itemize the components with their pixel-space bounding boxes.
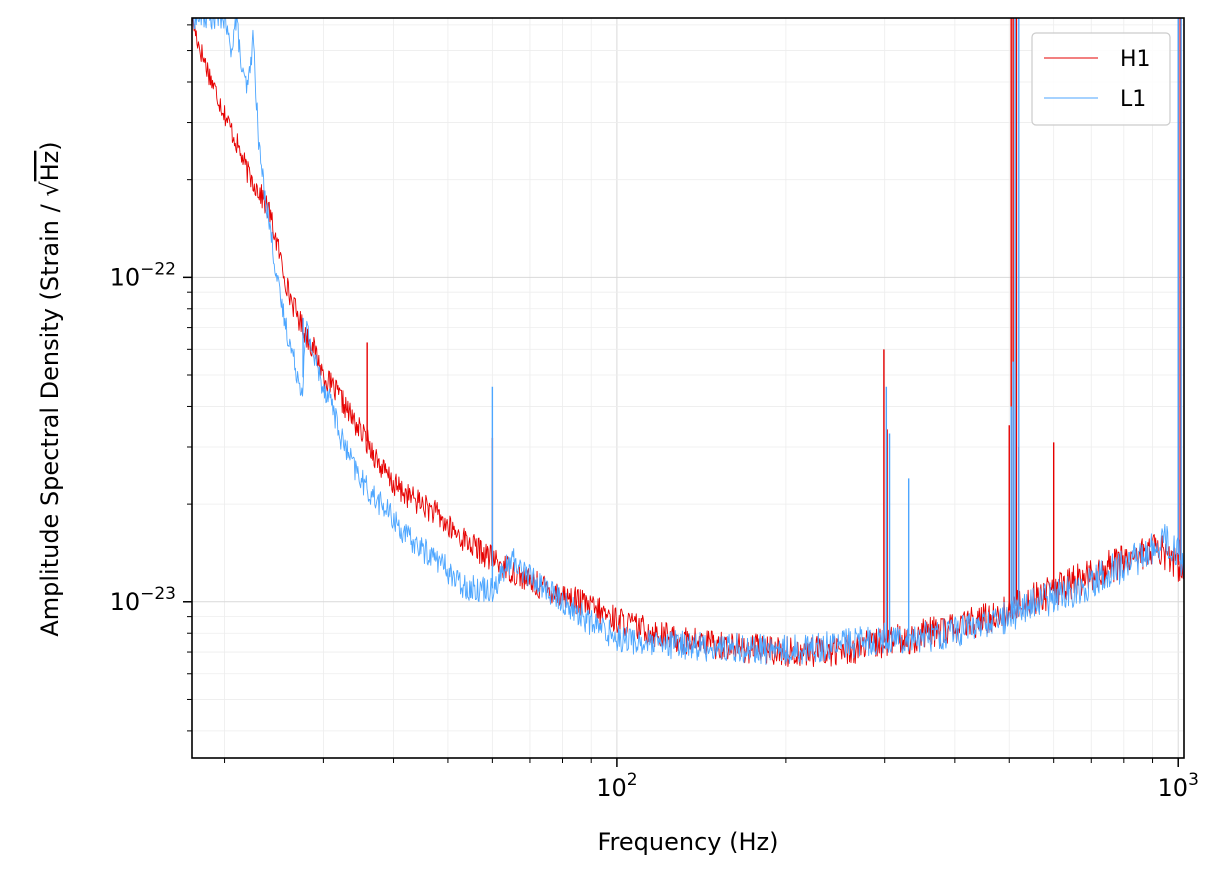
x-tick-label: 102 [596,770,637,802]
y-tick-label: 10−23 [110,584,176,616]
y-axis-label: Amplitude Spectral Density (Strain / [36,197,64,637]
svg-text:Amplitude Spectral Density (St: Amplitude Spectral Density (Strain / √Hz… [36,141,64,636]
y-tick-base: 10 [110,588,141,616]
legend: H1 L1 [1031,32,1171,126]
y-axis-label-radical: √ [36,181,64,197]
y-tick-label: 10−22 [110,259,176,291]
series-layer [192,18,1184,667]
x-tick-label: 103 [1158,770,1199,802]
series-l1 [192,18,1184,665]
x-tick-exponent: 2 [627,770,638,790]
series-line-l1 [192,18,1184,665]
x-tick-exponent: 3 [1188,770,1199,790]
x-tick-base: 10 [596,774,627,802]
legend-label-h1: H1 [1120,47,1151,72]
y-tick-exponent: −23 [140,584,176,604]
y-axis-label-group: Amplitude Spectral Density (Strain / √Hz… [36,141,64,636]
x-tick-base: 10 [1158,774,1189,802]
legend-label-l1: L1 [1120,87,1146,112]
legend-box [1031,32,1171,126]
y-tick-exponent: −22 [140,259,176,279]
y-axis-label-suffix: ) [36,141,64,150]
y-axis-label-radicand: Hz [36,151,64,182]
y-tick-base: 10 [110,263,141,291]
plot-frame [191,17,1185,759]
x-axis-label: Frequency (Hz) [598,828,779,856]
